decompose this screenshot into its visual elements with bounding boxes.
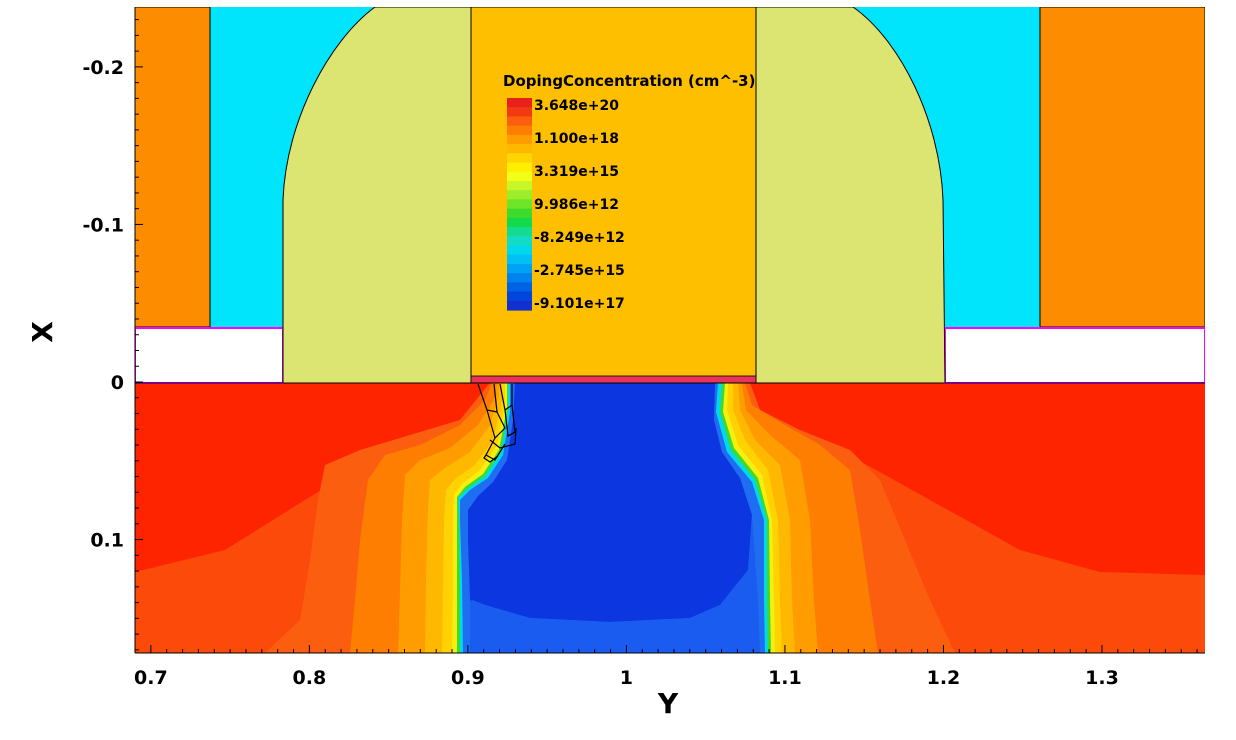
spacer-left xyxy=(282,7,472,384)
legend-color-swatch xyxy=(507,98,532,108)
y-axis-title: X xyxy=(26,321,59,343)
x-tick-label: 1.1 xyxy=(768,667,802,689)
spacer-right xyxy=(755,7,946,384)
legend-colorbar xyxy=(507,98,532,311)
legend: DopingConcentration (cm^-3) 3.648e+20 1.1… xyxy=(503,72,755,312)
legend-color-swatch xyxy=(507,153,532,164)
legend-color-swatch xyxy=(507,144,532,154)
legend-color-swatch xyxy=(507,254,532,265)
legend-color-swatch xyxy=(507,199,532,210)
x-tick-label: 1.2 xyxy=(927,667,961,689)
gate-oxide xyxy=(470,375,757,384)
y-tick-label: 0 xyxy=(111,372,124,394)
legend-color-swatch xyxy=(507,125,532,136)
legend-label: 9.986e+12 xyxy=(534,197,619,213)
x-axis-title: Y xyxy=(657,687,679,720)
legend-label: -8.249e+12 xyxy=(534,230,625,246)
raised-region-left xyxy=(135,327,284,384)
legend-label: 3.648e+20 xyxy=(534,98,619,114)
y-tick-label: 0.1 xyxy=(90,530,124,552)
legend-color-swatch xyxy=(507,134,532,145)
x-tick-label: 0.7 xyxy=(134,667,168,689)
legend-color-swatch xyxy=(507,208,532,219)
legend-color-swatch xyxy=(507,180,532,191)
legend-title: DopingConcentration (cm^-3) xyxy=(503,72,755,90)
x-tick-label: 0.9 xyxy=(451,667,485,689)
y-tick-label: -0.2 xyxy=(82,57,124,79)
raised-region-right xyxy=(944,327,1205,384)
legend-color-swatch xyxy=(507,227,532,237)
x-tick-label: 1.3 xyxy=(1085,667,1119,689)
legend-color-swatch xyxy=(507,291,532,302)
legend-color-swatch xyxy=(507,263,532,274)
legend-color-swatch xyxy=(507,236,532,247)
legend-color-swatch xyxy=(507,116,532,127)
legend-color-swatch xyxy=(507,245,532,256)
legend-label: -9.101e+17 xyxy=(534,296,625,312)
legend-color-swatch xyxy=(507,162,532,173)
legend-labels: 3.648e+20 1.100e+18 3.319e+15 9.986e+12 -8.2… xyxy=(534,98,625,312)
y-axis-ticks: -0.2 -0.1 0 0.1 xyxy=(82,19,143,651)
legend-label: 3.319e+15 xyxy=(534,164,619,180)
channel-core xyxy=(468,383,752,653)
legend-color-swatch xyxy=(507,300,532,311)
y-tick-label: -0.1 xyxy=(82,214,124,236)
legend-color-swatch xyxy=(507,171,532,182)
plot-area: DopingConcentration (cm^-3) 3.648e+20 1.1… xyxy=(135,7,1205,653)
legend-label: 1.100e+18 xyxy=(534,131,619,147)
legend-color-swatch xyxy=(507,282,532,293)
legend-color-swatch xyxy=(507,217,532,228)
x-axis-ticks: 0.7 0.8 0.9 1 1.1 1.2 1.3 xyxy=(134,645,1198,689)
legend-color-swatch xyxy=(507,190,532,200)
x-tick-label: 0.8 xyxy=(293,667,327,689)
legend-label: -2.745e+15 xyxy=(534,263,625,279)
legend-color-swatch xyxy=(507,273,532,283)
channel-bottom xyxy=(470,515,760,653)
x-tick-label: 1 xyxy=(620,667,633,689)
junction-mesh xyxy=(477,383,517,463)
contact-left xyxy=(135,7,211,328)
contact-right xyxy=(1039,7,1205,328)
legend-color-swatch xyxy=(507,107,532,118)
